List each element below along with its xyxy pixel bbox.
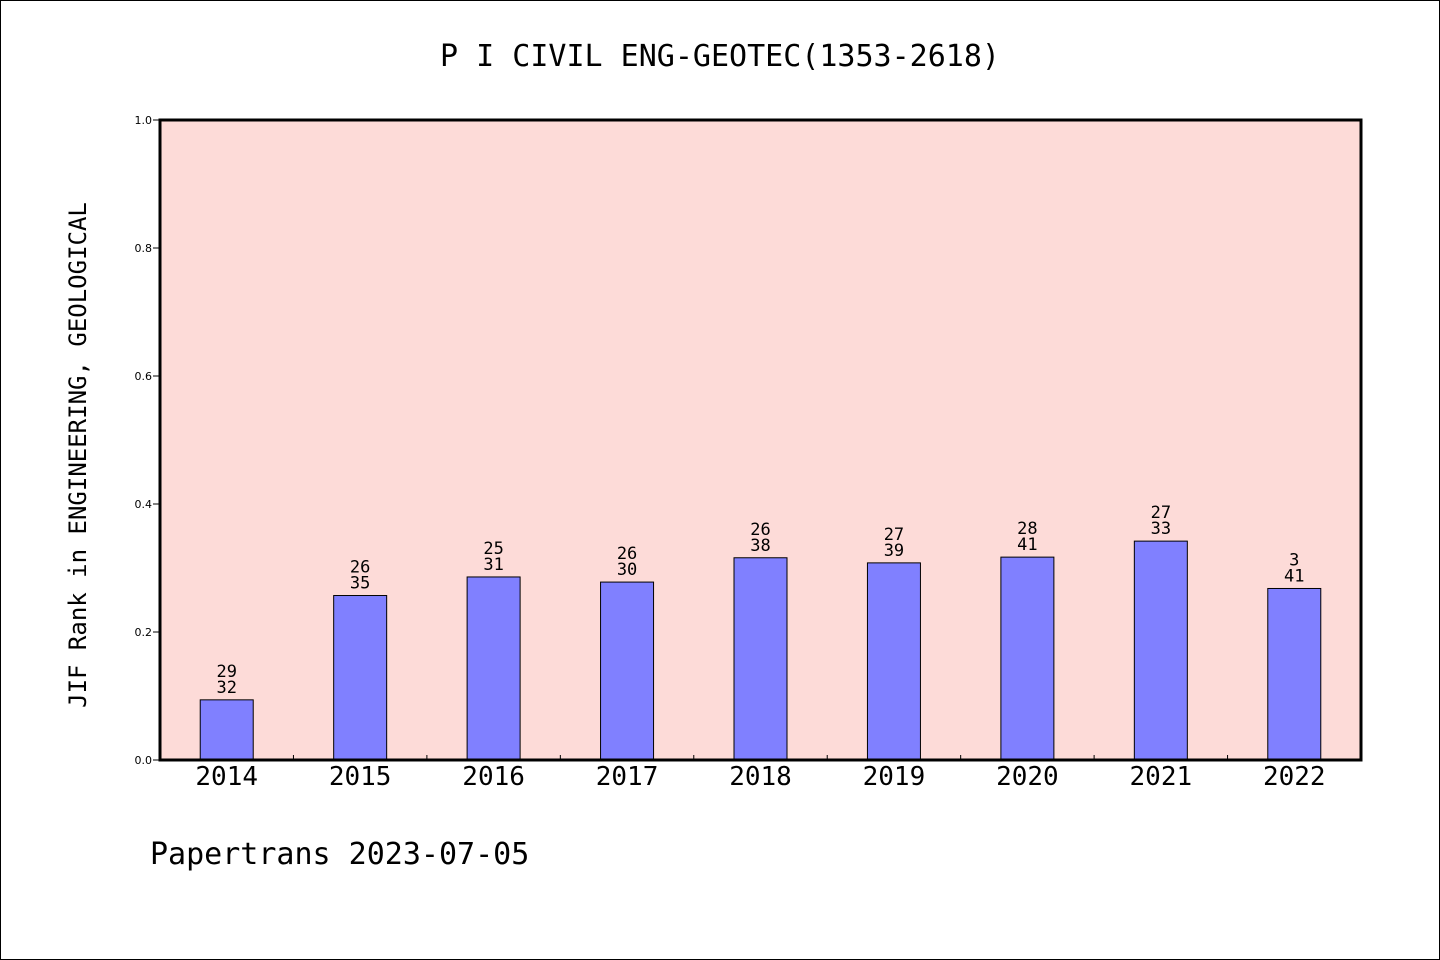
bar-rank-label: 29 <box>216 662 236 682</box>
bar-total-label: 30 <box>617 560 637 580</box>
x-tick-label: 2015 <box>329 762 392 792</box>
chart-title: P I CIVIL ENG-GEOTEC(1353-2618) <box>440 39 1000 74</box>
y-axis-ticks: 0.0 0.2 0.4 0.6 0.8 1.0 <box>135 114 160 767</box>
bar-total-label: 39 <box>884 541 904 561</box>
bar-2019 <box>866 562 921 761</box>
bar-total-label: 41 <box>1284 566 1304 586</box>
bar-total-label: 31 <box>483 555 503 575</box>
bar-2020 <box>1000 556 1055 761</box>
bar-2015 <box>333 595 388 761</box>
bar-total-label: 41 <box>1017 535 1037 555</box>
bar-2014 <box>199 699 254 761</box>
bar-total-label: 38 <box>750 536 770 556</box>
bar-2017 <box>600 581 655 761</box>
y-tick-label: 0.2 <box>135 626 153 639</box>
bar-2018 <box>733 557 788 761</box>
bar-rank-label: 26 <box>750 520 770 540</box>
x-tick-label: 2017 <box>596 762 659 792</box>
bar-rank-label: 27 <box>1151 503 1171 523</box>
bar-rank-label: 3 <box>1289 550 1299 570</box>
x-axis-ticks: 2014 2015 2016 2017 2018 2019 2020 2021 2022 <box>195 755 1326 792</box>
x-tick-label: 2022 <box>1263 762 1326 792</box>
x-tick-label: 2020 <box>996 762 1059 792</box>
x-tick-label: 2019 <box>863 762 926 792</box>
bar-rank-label: 27 <box>884 525 904 545</box>
bar-total-label: 35 <box>350 574 370 594</box>
y-tick-label: 0.6 <box>135 370 153 383</box>
y-tick-label: 0.0 <box>135 754 153 767</box>
bar-total-label: 33 <box>1151 519 1171 539</box>
bar-2016 <box>466 576 521 761</box>
x-tick-label: 2016 <box>462 762 525 792</box>
x-tick-label: 2018 <box>729 762 792 792</box>
y-tick-label: 1.0 <box>135 114 153 127</box>
bar-rank-label: 28 <box>1017 519 1037 539</box>
y-tick-label: 0.8 <box>135 242 153 255</box>
bar-rank-label: 26 <box>350 558 370 578</box>
bar-rank-label: 25 <box>483 539 503 559</box>
x-tick-label: 2021 <box>1130 762 1193 792</box>
bar-2021 <box>1133 540 1188 761</box>
y-tick-label: 0.4 <box>135 498 153 511</box>
bar-total-label: 32 <box>216 678 236 698</box>
y-axis-label: JIF Rank in ENGINEERING, GEOLOGICAL <box>64 202 92 708</box>
bar-rank-label: 26 <box>617 544 637 564</box>
x-tick-label: 2014 <box>195 762 258 792</box>
bar-2022 <box>1267 587 1322 761</box>
plot-border <box>158 118 1363 762</box>
footer-credit: Papertrans 2023-07-05 <box>150 837 529 872</box>
bars-group <box>199 540 1322 761</box>
